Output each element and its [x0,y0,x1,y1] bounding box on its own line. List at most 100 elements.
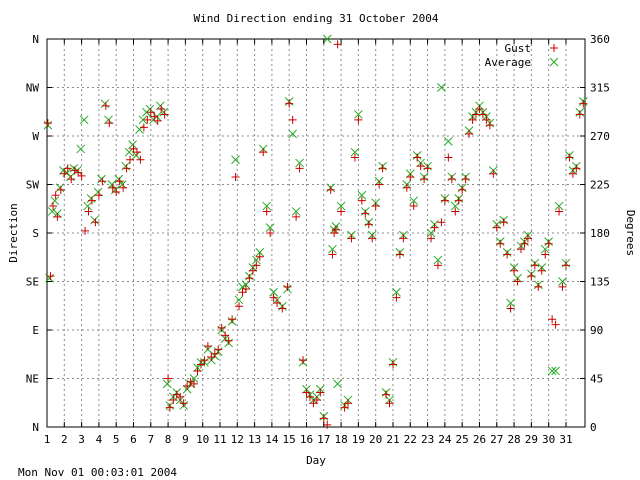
gust-point [136,155,145,164]
gust-point [364,220,373,229]
legend-gust-symbol [550,44,558,52]
gust-point [337,207,346,216]
average-point [79,115,89,125]
gust-point [510,266,519,275]
gust-point [74,168,83,177]
gust-point [437,218,446,227]
average-point [350,147,360,157]
average-point [450,201,460,211]
gust-point [235,302,244,311]
gust-point [326,185,335,194]
y-tick-label-right: 270 [590,130,610,143]
average-point [124,147,134,157]
gust-point [451,207,460,216]
x-tick-label: 6 [130,433,137,446]
y-tick-label-right: 180 [590,227,610,240]
gust-point [126,155,135,164]
gust-point [520,239,529,248]
gust-point [91,218,100,227]
y-tick-label-left: W [32,130,39,143]
gust-point [200,356,209,365]
gust-point [101,101,110,110]
gust-point [416,162,425,171]
gust-point [541,250,550,259]
gust-point [565,153,574,162]
gust-point [482,115,491,124]
average-point [162,379,172,389]
average-point [288,129,297,139]
gust-point [485,121,494,130]
average-point [138,115,148,125]
gust-point [146,108,155,117]
x-tick-label: 31 [559,433,572,446]
gust-point [406,172,415,181]
gust-point [292,212,301,221]
gust-point [489,169,498,178]
gust-point [77,171,86,180]
gust-point [513,277,522,286]
gust-point [157,105,166,114]
gust-point [454,196,463,205]
gust-point [305,392,314,401]
gust-point [207,352,216,361]
gust-point [84,207,93,216]
gust-point [499,218,508,227]
gust-point [60,169,69,178]
gust-point [278,304,287,313]
average-point [50,196,60,206]
gust-point [153,116,162,125]
x-tick-label: 11 [213,433,226,446]
gust-point [98,177,107,186]
y-tick-label-left: NW [26,82,40,95]
gust-point [402,183,411,192]
gust-point [273,299,282,308]
average-point [354,110,363,119]
gust-point [150,112,159,121]
y-tick-label-right: 90 [590,324,603,337]
gust-point [43,119,52,128]
gust-point [409,202,418,211]
average-point [554,201,564,211]
average-point [97,174,106,184]
average-point [437,83,446,92]
gust-point [430,223,439,232]
x-tick-label: 8 [165,433,172,446]
average-point [291,207,301,216]
gust-point [506,304,515,313]
x-tick-label: 18 [334,433,347,446]
gust-point [395,250,404,259]
gust-point [558,282,567,291]
gust-point [323,420,332,429]
x-tick-label: 22 [404,433,417,446]
y-tick-label-right: 360 [590,33,610,46]
x-tick-label: 15 [283,433,296,446]
gust-point [108,183,117,192]
gust-point [368,234,377,243]
x-tick-label: 30 [542,433,555,446]
gust-point [420,175,429,184]
gust-point [561,261,570,270]
average-point [265,223,275,232]
gust-point [193,366,202,375]
x-tick-label: 12 [231,433,244,446]
gust-point [87,196,96,205]
x-tick-label: 7 [147,433,154,446]
average-point [128,140,137,149]
gust-point [210,349,219,358]
average-point [104,115,113,125]
gust-point [252,261,261,270]
average-point [251,255,261,265]
average-point [262,201,272,211]
gust-point [378,164,387,173]
average-point [76,144,86,154]
average-point [551,366,560,376]
y-axis-label-left: Direction [7,203,20,263]
x-tick-label: 14 [265,433,279,446]
gust-point [105,119,114,128]
gust-point [530,261,539,270]
x-tick-label: 20 [369,433,382,446]
gust-point [575,110,584,119]
gust-point [285,99,294,108]
x-tick-label: 26 [473,433,486,446]
